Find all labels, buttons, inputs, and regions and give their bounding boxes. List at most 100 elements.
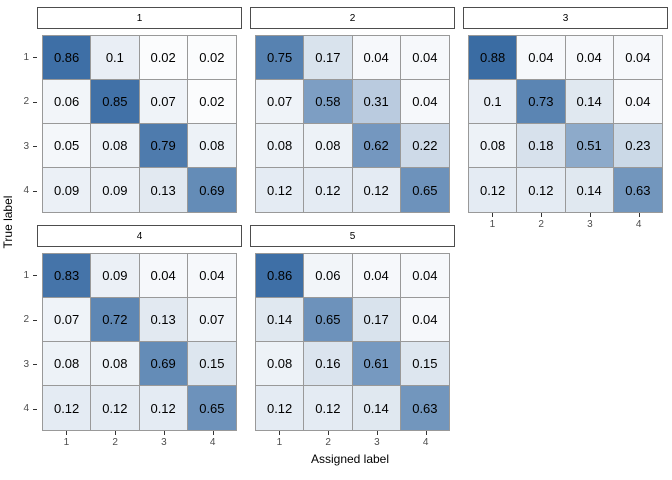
y-axis-tick-mark [33, 101, 37, 103]
x-axis-title: Assigned label [310, 452, 390, 466]
y-axis-tick-label: 4 [23, 403, 29, 415]
matrix-cell: 0.12 [256, 168, 305, 212]
matrix-cell: 0.14 [565, 168, 614, 212]
matrix-cell: 0.12 [352, 168, 401, 212]
matrix-cell: 0.04 [187, 254, 236, 298]
matrix-cell: 0.04 [400, 80, 449, 124]
x-axis-tick-label: 4 [635, 219, 642, 230]
matrix-cell: 0.07 [187, 298, 236, 342]
matrix-cell: 0.63 [613, 168, 662, 212]
matrix-cell: 0.15 [187, 342, 236, 386]
x-axis-tick-mark [328, 431, 330, 435]
matrix-cell: 0.31 [352, 80, 401, 124]
matrix-cell: 0.18 [517, 124, 566, 168]
matrix-cell: 0.04 [352, 254, 401, 298]
matrix-cell: 0.83 [43, 254, 92, 298]
matrix-cell: 0.04 [565, 36, 614, 80]
matrix-cell: 0.51 [565, 124, 614, 168]
matrix-cell: 0.12 [43, 386, 92, 430]
x-axis-tick-label: 1 [63, 437, 70, 448]
y-axis-tick-mark [33, 57, 37, 59]
matrix-cell: 0.12 [304, 168, 353, 212]
matrix-cell: 0.04 [613, 36, 662, 80]
facet-matrix-4: 0.83 0.09 0.04 0.04 0.07 0.72 0.13 0.07 0.08 0.08… [42, 253, 237, 431]
matrix-cell: 0.04 [352, 36, 401, 80]
facet-strip-4: 4 [37, 225, 242, 247]
matrix-cell: 0.86 [43, 36, 92, 80]
matrix-cell: 0.04 [400, 298, 449, 342]
matrix-cell: 0.16 [304, 342, 353, 386]
facet-strip-5: 5 [250, 225, 455, 247]
y-axis-tick-mark [33, 364, 37, 366]
matrix-cell: 0.05 [43, 124, 92, 168]
x-axis-tick-mark [589, 213, 591, 217]
y-axis-tick-label: 1 [23, 269, 29, 281]
y-axis-tick-label: 1 [23, 51, 29, 63]
x-axis-tick-mark [492, 213, 494, 217]
x-axis-tick-label: 1 [276, 437, 283, 448]
matrix-cell: 0.06 [43, 80, 92, 124]
matrix-cell: 0.58 [304, 80, 353, 124]
matrix-cell: 0.12 [517, 168, 566, 212]
matrix-cell: 0.85 [91, 80, 140, 124]
matrix-cell: 0.06 [304, 254, 353, 298]
matrix-cell: 0.12 [91, 386, 140, 430]
matrix-cell: 0.04 [400, 36, 449, 80]
facet-strip-2: 2 [250, 7, 455, 29]
facet-strip-label: 5 [349, 230, 356, 242]
x-axis-tick-label: 2 [325, 437, 331, 448]
facet-strip-label: 2 [349, 12, 356, 24]
y-axis-tick-label: 3 [23, 140, 29, 152]
y-axis-tick-label: 2 [23, 314, 29, 326]
y-axis-tick-label: 3 [23, 358, 29, 370]
matrix-cell: 0.08 [91, 342, 140, 386]
x-axis-tick-label: 1 [489, 219, 496, 230]
x-axis-tick-mark [66, 431, 68, 435]
matrix-cell: 0.17 [352, 298, 401, 342]
x-axis-tick-label: 2 [112, 437, 118, 448]
facet-strip-label: 4 [136, 230, 143, 242]
x-axis-tick-label: 4 [209, 437, 216, 448]
matrix-cell: 0.02 [187, 36, 236, 80]
facet-strip-3: 3 [463, 7, 668, 29]
matrix-cell: 0.69 [139, 342, 188, 386]
facet-matrix-2: 0.75 0.17 0.04 0.04 0.07 0.58 0.31 0.04 0.08 0.08… [255, 35, 450, 213]
matrix-cell: 0.08 [256, 342, 305, 386]
facet-strip-label: 3 [562, 12, 569, 24]
matrix-cell: 0.09 [91, 168, 140, 212]
matrix-cell: 0.73 [517, 80, 566, 124]
matrix-cell: 0.12 [304, 386, 353, 430]
matrix-cell: 0.07 [256, 80, 305, 124]
matrix-cell: 0.07 [139, 80, 188, 124]
matrix-cell: 0.04 [400, 254, 449, 298]
matrix-cell: 0.13 [139, 168, 188, 212]
matrix-cell: 0.1 [91, 36, 140, 80]
y-axis-tick-label: 2 [23, 96, 29, 108]
matrix-cell: 0.04 [613, 80, 662, 124]
matrix-cell: 0.08 [187, 124, 236, 168]
matrix-cell: 0.1 [469, 80, 518, 124]
facet-strip-1: 1 [37, 7, 242, 29]
facet-matrix-1: 0.86 0.1 0.02 0.02 0.06 0.85 0.07 0.02 0.05 0.08 0… [42, 35, 237, 213]
matrix-cell: 0.02 [139, 36, 188, 80]
matrix-cell: 0.69 [187, 168, 236, 212]
matrix-cell: 0.23 [613, 124, 662, 168]
matrix-cell: 0.79 [139, 124, 188, 168]
x-axis-tick-mark [212, 431, 214, 435]
matrix-cell: 0.04 [517, 36, 566, 80]
y-axis-tick-label: 4 [23, 185, 29, 197]
x-axis-tick-mark [279, 431, 281, 435]
y-axis-tick-mark [33, 319, 37, 321]
matrix-cell: 0.12 [256, 386, 305, 430]
x-axis-tick-label: 2 [538, 219, 544, 230]
matrix-cell: 0.08 [304, 124, 353, 168]
matrix-cell: 0.09 [91, 254, 140, 298]
y-axis-tick-mark [33, 275, 37, 277]
matrix-cell: 0.72 [91, 298, 140, 342]
x-axis-tick-label: 3 [374, 437, 380, 448]
matrix-cell: 0.62 [352, 124, 401, 168]
x-axis-tick-label: 3 [587, 219, 593, 230]
matrix-cell: 0.08 [91, 124, 140, 168]
matrix-cell: 0.09 [43, 168, 92, 212]
matrix-cell: 0.15 [400, 342, 449, 386]
